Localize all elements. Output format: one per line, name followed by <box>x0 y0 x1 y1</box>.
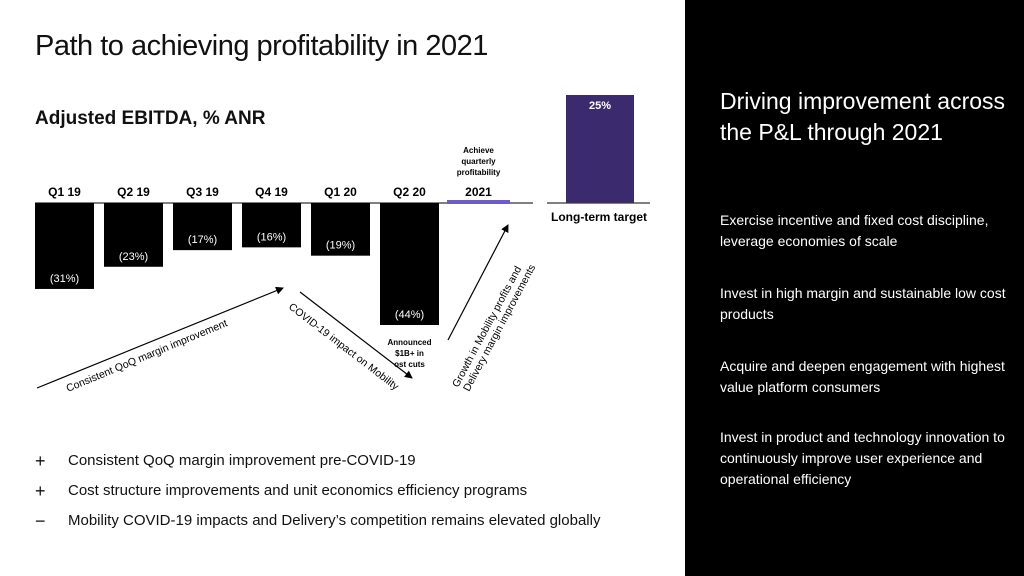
page-title: Path to achieving profitability in 2021 <box>35 30 488 62</box>
bar <box>173 203 232 251</box>
data-label: (17%) <box>188 234 217 246</box>
data-label: (19%) <box>326 240 355 252</box>
data-label: (44%) <box>395 309 424 321</box>
tick-label: Q2 19 <box>117 185 150 199</box>
left-panel: Path to achieving profitability in 2021 … <box>35 30 650 531</box>
bar <box>380 203 439 325</box>
ebitda-chart: Q1 19 (31%) Q2 19 (23%) Q3 19 (17%) Q4 19 (16%)… <box>35 95 650 395</box>
annotation-text: quarterly <box>461 157 496 166</box>
bar <box>311 203 370 256</box>
bar <box>104 203 163 267</box>
tick-label: Q2 20 <box>393 185 426 199</box>
bar <box>35 203 94 289</box>
bullet-symbol: + <box>35 451 46 471</box>
data-label: (31%) <box>50 273 79 285</box>
arrow-label: Delivery margin improvements <box>461 263 538 394</box>
right-panel-item: Acquire and deepen engagement with highe… <box>720 358 1005 395</box>
annotation-text: Announced <box>388 338 432 347</box>
target-label: Long-term target <box>551 210 647 224</box>
chart-subtitle: Adjusted EBITDA, % ANR <box>35 108 266 129</box>
annotation-text: Achieve <box>463 146 494 155</box>
bullet-symbol: + <box>35 481 46 501</box>
tick-label: Q1 19 <box>48 185 81 199</box>
arrow-growth <box>447 224 509 341</box>
bullet-text: Mobility COVID-19 impacts and Delivery’s… <box>68 512 601 529</box>
annotation-text: ost cuts <box>394 360 425 369</box>
right-panel: Driving improvement across the P&L throu… <box>685 0 1024 576</box>
data-label: (16%) <box>257 231 286 243</box>
right-panel-title: Driving improvement across the P&L throu… <box>720 88 1006 145</box>
right-panel-item: Exercise incentive and fixed cost discip… <box>720 212 989 249</box>
bullet-symbol: − <box>35 511 46 531</box>
annotation-text: profitability <box>457 168 501 177</box>
annotation-text: $1B+ in <box>395 349 424 358</box>
tick-label: Q4 19 <box>255 185 288 199</box>
tick-label: Q3 19 <box>186 185 219 199</box>
arrow-covid <box>299 291 413 379</box>
right-panel-item: Invest in product and technology innovat… <box>720 429 1005 487</box>
tick-label: Q1 20 <box>324 185 357 199</box>
target-bar <box>566 95 634 203</box>
arrow-label: Consistent QoQ margin improvement <box>65 317 230 394</box>
bullet-text: Cost structure improvements and unit eco… <box>68 482 528 499</box>
bullet-text: Consistent QoQ margin improvement pre-CO… <box>68 452 416 469</box>
arrow-label: Growth in Mobility profits and <box>450 264 524 389</box>
tick-label: 2021 <box>465 185 492 199</box>
arrow-improvement <box>36 286 284 389</box>
bar <box>242 203 301 248</box>
right-panel-item: Invest in high margin and sustainable lo… <box>720 285 1006 322</box>
bar-highlight <box>447 200 510 204</box>
data-label: (23%) <box>119 251 148 263</box>
target-value-label: 25% <box>589 100 611 112</box>
